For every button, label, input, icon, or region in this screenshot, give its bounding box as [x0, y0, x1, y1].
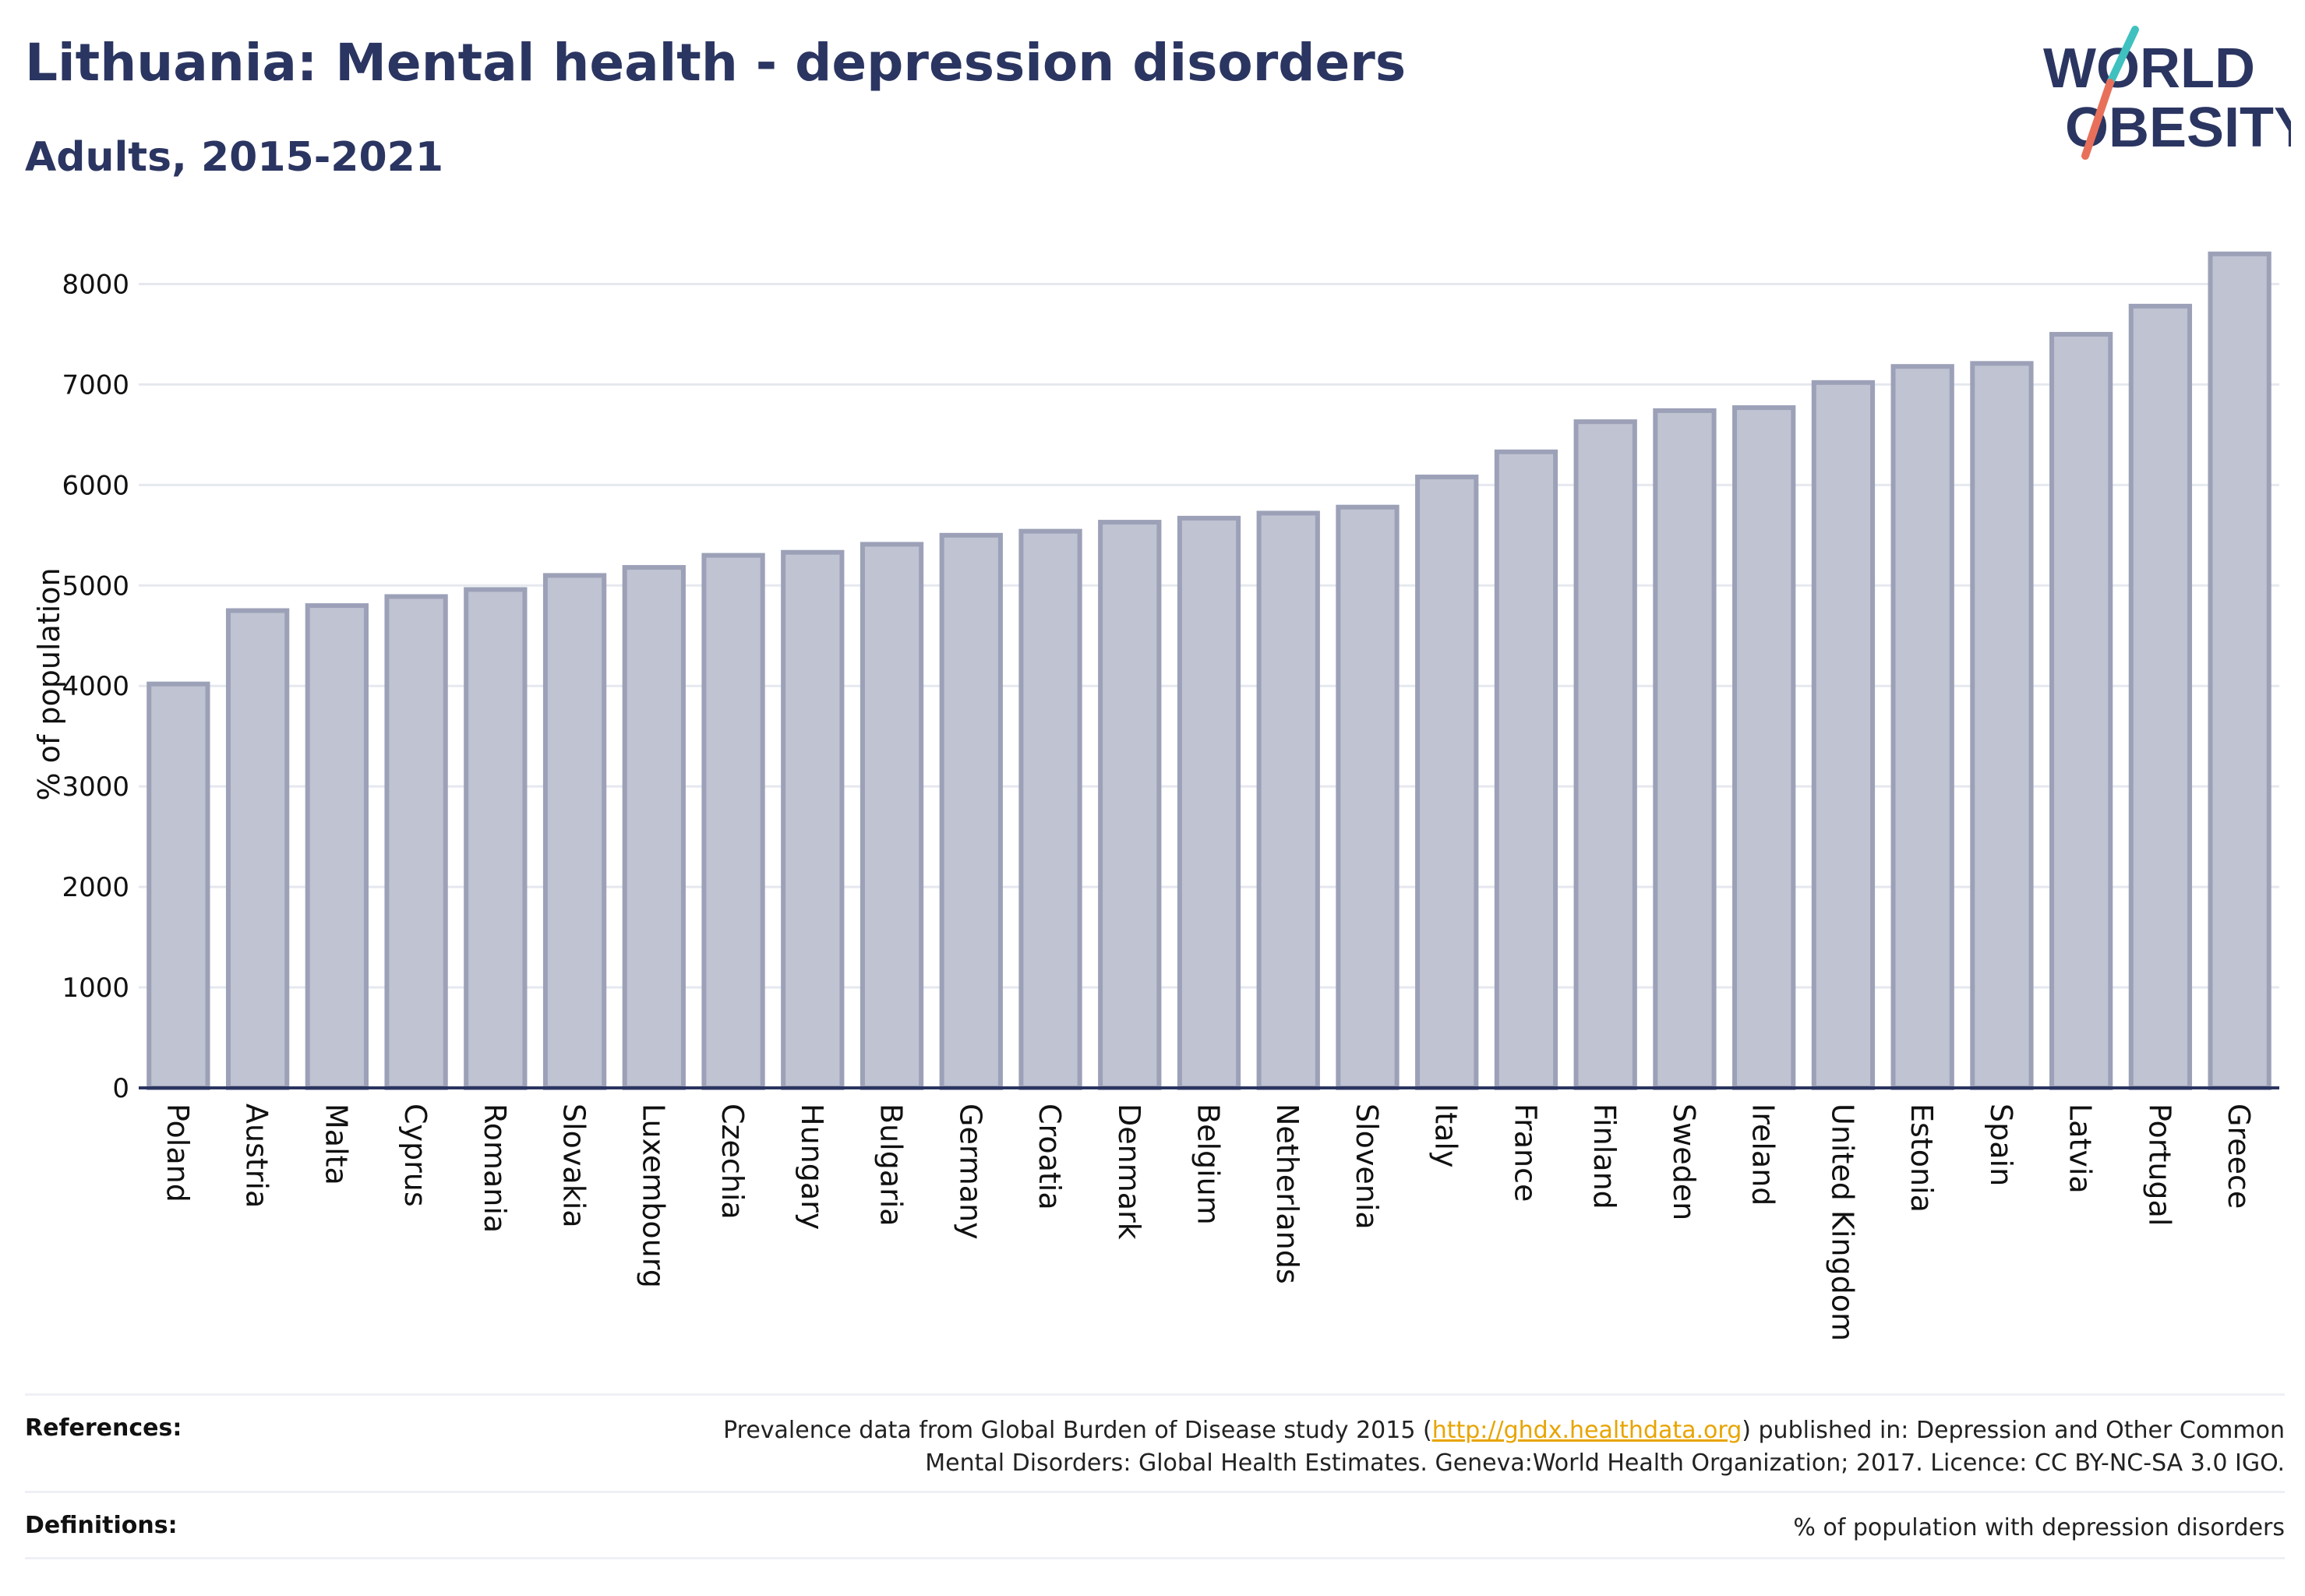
logo-line1: WORLD: [2043, 37, 2255, 100]
x-tick-label: Czechia: [715, 1103, 750, 1220]
bar: [1098, 520, 1162, 1090]
bar: [1970, 361, 2034, 1090]
bar: [1890, 364, 1954, 1091]
bar: [1494, 449, 1558, 1090]
definitions-row: Definitions: % of population with depres…: [25, 1491, 2285, 1559]
bar: [384, 594, 448, 1090]
bar: [2208, 251, 2271, 1091]
x-tick-label: Portugal: [2142, 1103, 2176, 1226]
logo-graphic: WORLD OBESITY: [2043, 26, 2305, 160]
x-tick-label: Cyprus: [398, 1103, 432, 1207]
x-tick-label: Bulgaria: [874, 1103, 909, 1227]
bar: [2128, 303, 2193, 1090]
x-tick-label: Slovakia: [557, 1103, 591, 1228]
x-tick-label: United Kingdom: [1825, 1103, 1859, 1341]
bar: [1336, 504, 1400, 1090]
definitions-label: Definitions:: [25, 1512, 178, 1539]
bar: [464, 587, 528, 1090]
y-tick-label: 4000: [62, 671, 129, 702]
y-tick-label: 2000: [62, 872, 129, 903]
y-axis-label: % of population: [32, 567, 66, 800]
world-obesity-logo: WORLD OBESITY: [2026, 23, 2305, 171]
references-link[interactable]: http://ghdx.healthdata.org: [1431, 1417, 1742, 1444]
y-tick-label: 7000: [62, 369, 129, 401]
page-subtitle: Adults, 2015-2021: [25, 134, 444, 181]
definitions-text: % of population with depression disorder…: [1793, 1514, 2285, 1541]
bar: [939, 532, 1003, 1090]
references-label: References:: [25, 1414, 182, 1442]
bar: [860, 542, 924, 1090]
references-pre: Prevalence data from Global Burden of Di…: [723, 1417, 1432, 1444]
bar: [1415, 475, 1479, 1090]
page-title: Lithuania: Mental health - depression di…: [25, 33, 1407, 93]
x-tick-label: Croatia: [1032, 1103, 1067, 1210]
x-tick-label: Malta: [319, 1103, 353, 1185]
x-tick-label: Ireland: [1746, 1103, 1781, 1206]
x-tick-label: Poland: [161, 1103, 195, 1202]
logo-teal-slash: [2106, 26, 2139, 87]
y-tick-label: 6000: [62, 470, 129, 501]
references-row: References: Prevalence data from Global …: [25, 1393, 2285, 1491]
y-tick-label: 3000: [62, 772, 129, 803]
x-tick-label: Sweden: [1667, 1103, 1701, 1220]
bar: [781, 549, 845, 1090]
references-post: ) published in: Depression and Other Com…: [1742, 1417, 2285, 1444]
x-tick-label: Italy: [1429, 1103, 1463, 1167]
x-tick-label: Luxembourg: [636, 1103, 670, 1288]
y-tick-label: 8000: [62, 269, 129, 300]
y-tick-label: 5000: [62, 570, 129, 602]
x-tick-label: Denmark: [1112, 1103, 1146, 1240]
x-tick-label: Austria: [240, 1103, 274, 1208]
bar: [622, 565, 686, 1090]
footer: References: Prevalence data from Global …: [25, 1393, 2285, 1559]
references-text: Prevalence data from Global Burden of Di…: [723, 1396, 2285, 1491]
x-tick-label: Spain: [1984, 1103, 2018, 1186]
bar: [225, 608, 290, 1090]
bar: [701, 553, 765, 1090]
x-tick-label: Romania: [478, 1103, 512, 1233]
bar: [1177, 515, 1241, 1090]
x-tick-label: Latvia: [2063, 1103, 2098, 1194]
bar: [1256, 510, 1320, 1090]
x-tick-label: Estonia: [1904, 1103, 1939, 1213]
y-tick-label: 0: [112, 1073, 129, 1104]
bar: [1811, 380, 1876, 1090]
bar: [2049, 331, 2113, 1090]
bar: [1573, 419, 1637, 1090]
bar: [146, 681, 210, 1090]
x-tick-label: Slovenia: [1350, 1103, 1384, 1230]
x-tick-label: Netherlands: [1270, 1103, 1304, 1284]
bar: [542, 573, 607, 1090]
x-tick-label: Hungary: [795, 1103, 829, 1230]
bar: [1018, 528, 1082, 1090]
x-tick-label: Finland: [1587, 1103, 1622, 1209]
x-tick-label: France: [1508, 1103, 1542, 1202]
bar: [1732, 405, 1796, 1090]
x-tick-label: Germany: [953, 1103, 987, 1240]
bar: [1653, 408, 1717, 1090]
y-tick-label: 1000: [62, 973, 129, 1004]
bar-chart: 0 1000 2000 3000 4000 5000 6000 7000 8000 % of po…: [32, 251, 2279, 1341]
x-tick-label: Greece: [2222, 1103, 2256, 1209]
references-line2: Mental Disorders: Global Health Estimate…: [925, 1449, 2285, 1477]
x-tick-label: Belgium: [1191, 1103, 1226, 1225]
logo-coral-slash: [2081, 79, 2114, 160]
bar: [305, 603, 369, 1090]
